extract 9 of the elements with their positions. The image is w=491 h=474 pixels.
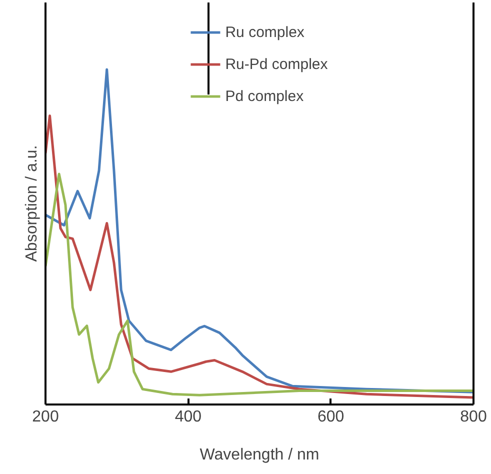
x-tick-label: 600 [317, 408, 344, 426]
x-tick-label: 800 [460, 408, 487, 426]
legend-label: Ru complex [225, 24, 304, 40]
x-tick-label: 400 [174, 408, 202, 426]
x-axis-title: Wavelength / nm [200, 446, 320, 464]
x-tick-label: 200 [32, 408, 59, 426]
legend-label: Ru-Pd complex [225, 56, 328, 72]
y-axis-title: Absorption / a.u. [24, 145, 40, 262]
legend-label: Pd complex [225, 88, 304, 104]
